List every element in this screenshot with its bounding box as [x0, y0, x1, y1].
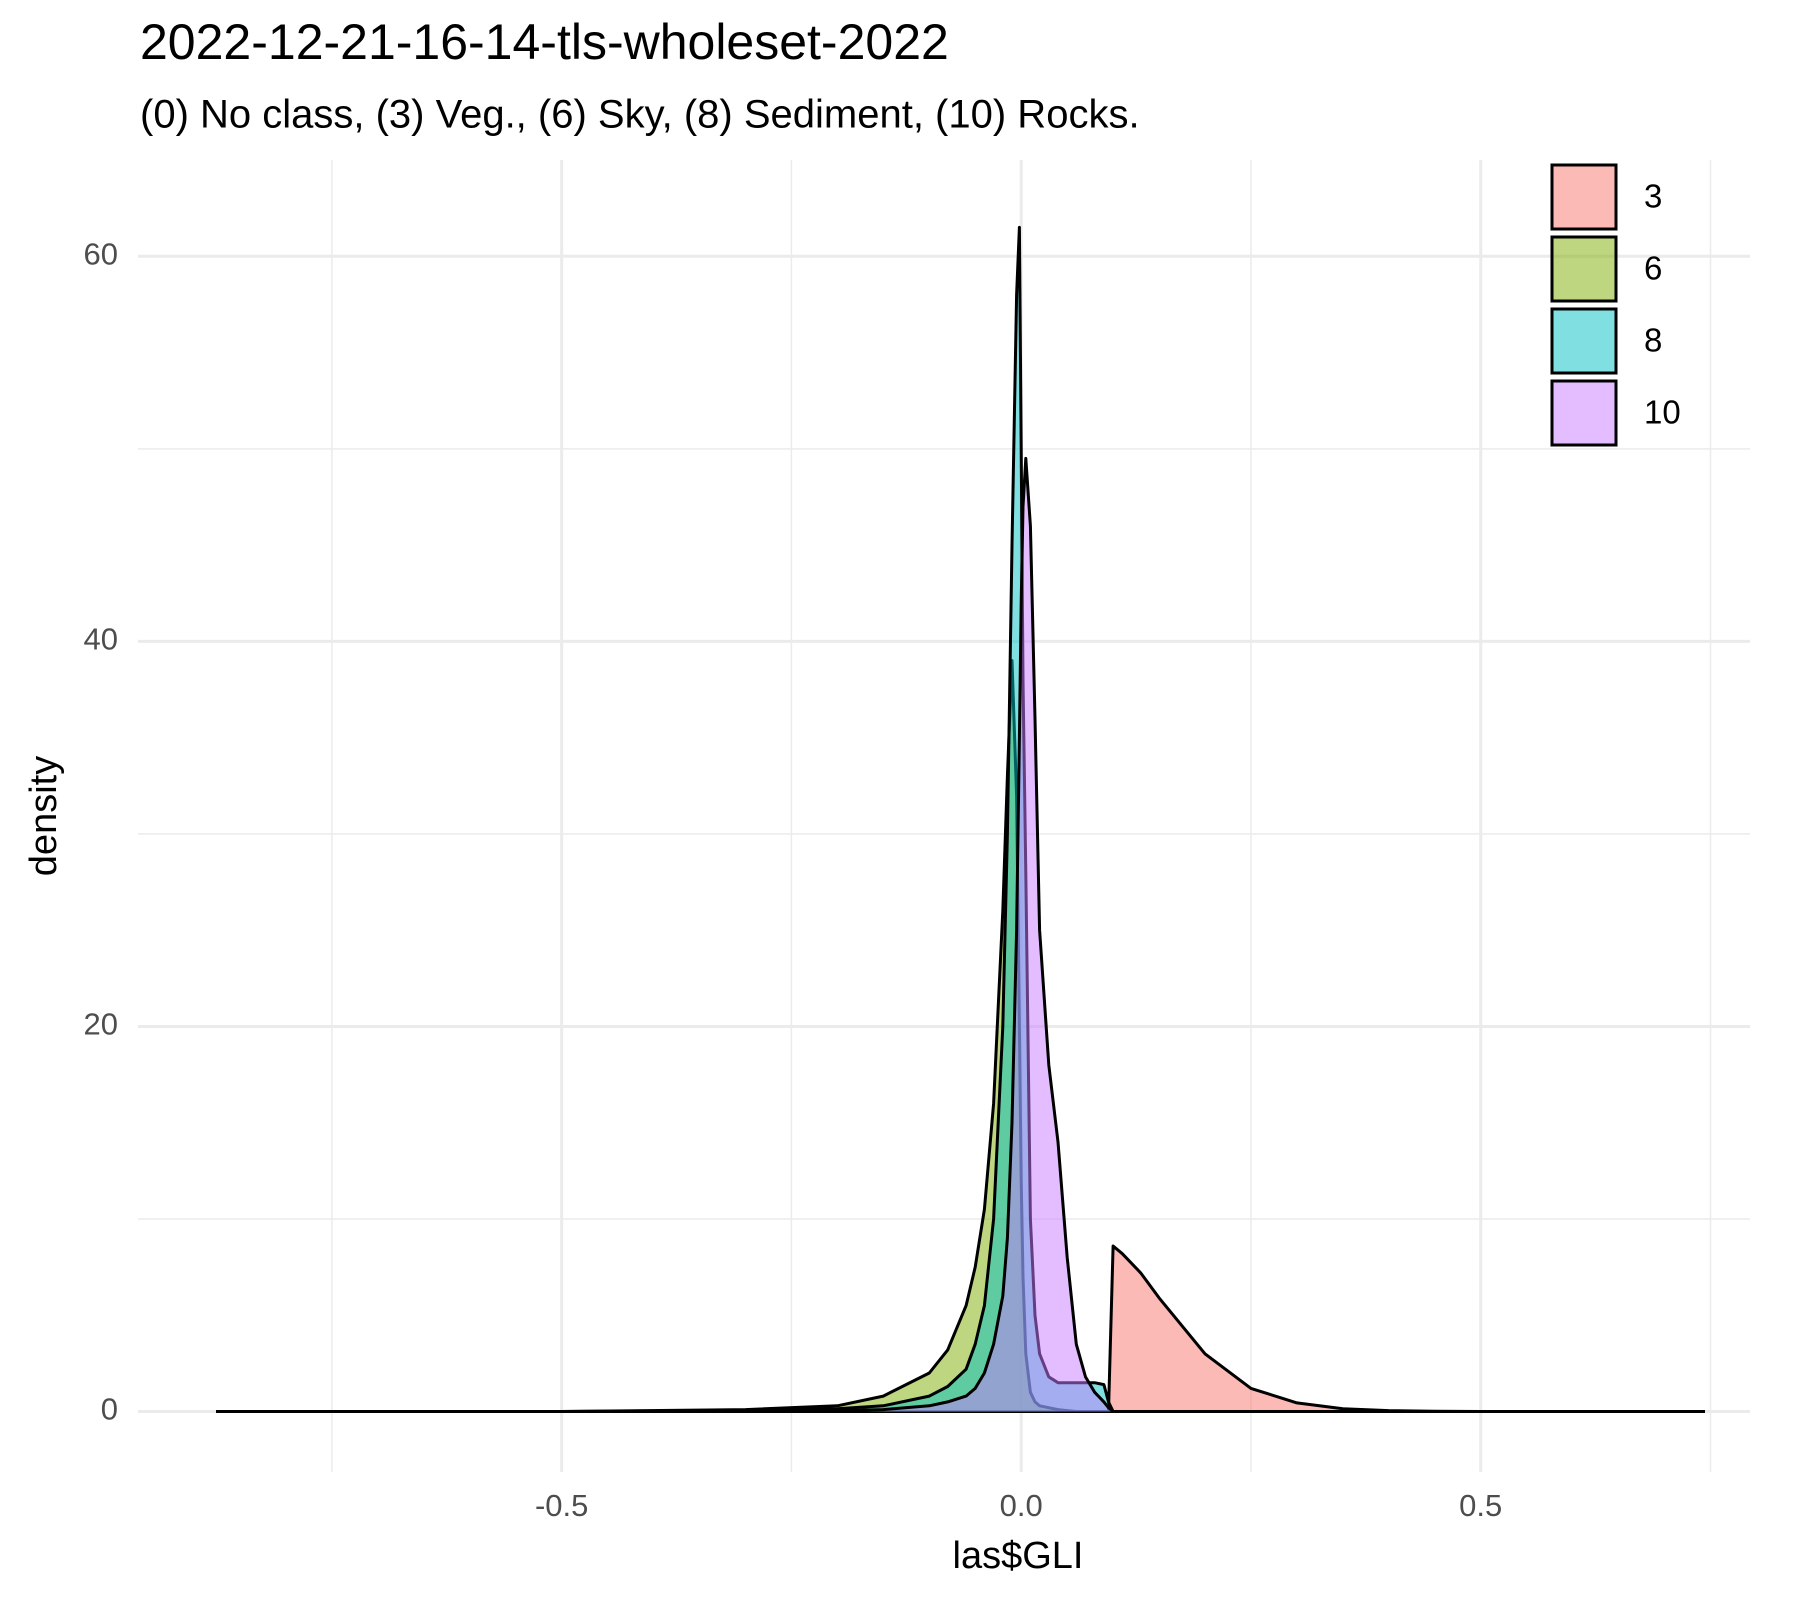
y-tick-label: 40	[84, 622, 118, 657]
y-tick-label: 20	[84, 1007, 118, 1042]
density-line	[216, 456, 1705, 1413]
legend-swatch	[1550, 307, 1618, 375]
legend-label: 6	[1644, 250, 1662, 287]
x-tick-label: 0.5	[1459, 1488, 1502, 1523]
legend-swatch	[1550, 235, 1618, 303]
chart-title: 2022-12-21-16-14-tls-wholeset-2022	[140, 14, 949, 70]
y-tick-label: 0	[101, 1392, 118, 1427]
chart-subtitle: (0) No class, (3) Veg., (6) Sky, (8) Sed…	[140, 93, 1140, 137]
legend-label: 3	[1644, 178, 1662, 215]
x-axis-title: las$GLI	[953, 1535, 1084, 1577]
y-tick-label: 60	[84, 236, 118, 271]
x-tick-label: -0.5	[535, 1488, 588, 1523]
x-tick-label: 0.0	[1000, 1488, 1043, 1523]
legend-label: 8	[1644, 322, 1662, 359]
legend-label: 10	[1644, 394, 1681, 431]
legend-swatch	[1550, 163, 1618, 231]
legend-swatch	[1550, 379, 1618, 447]
y-axis-title: density	[23, 756, 65, 876]
